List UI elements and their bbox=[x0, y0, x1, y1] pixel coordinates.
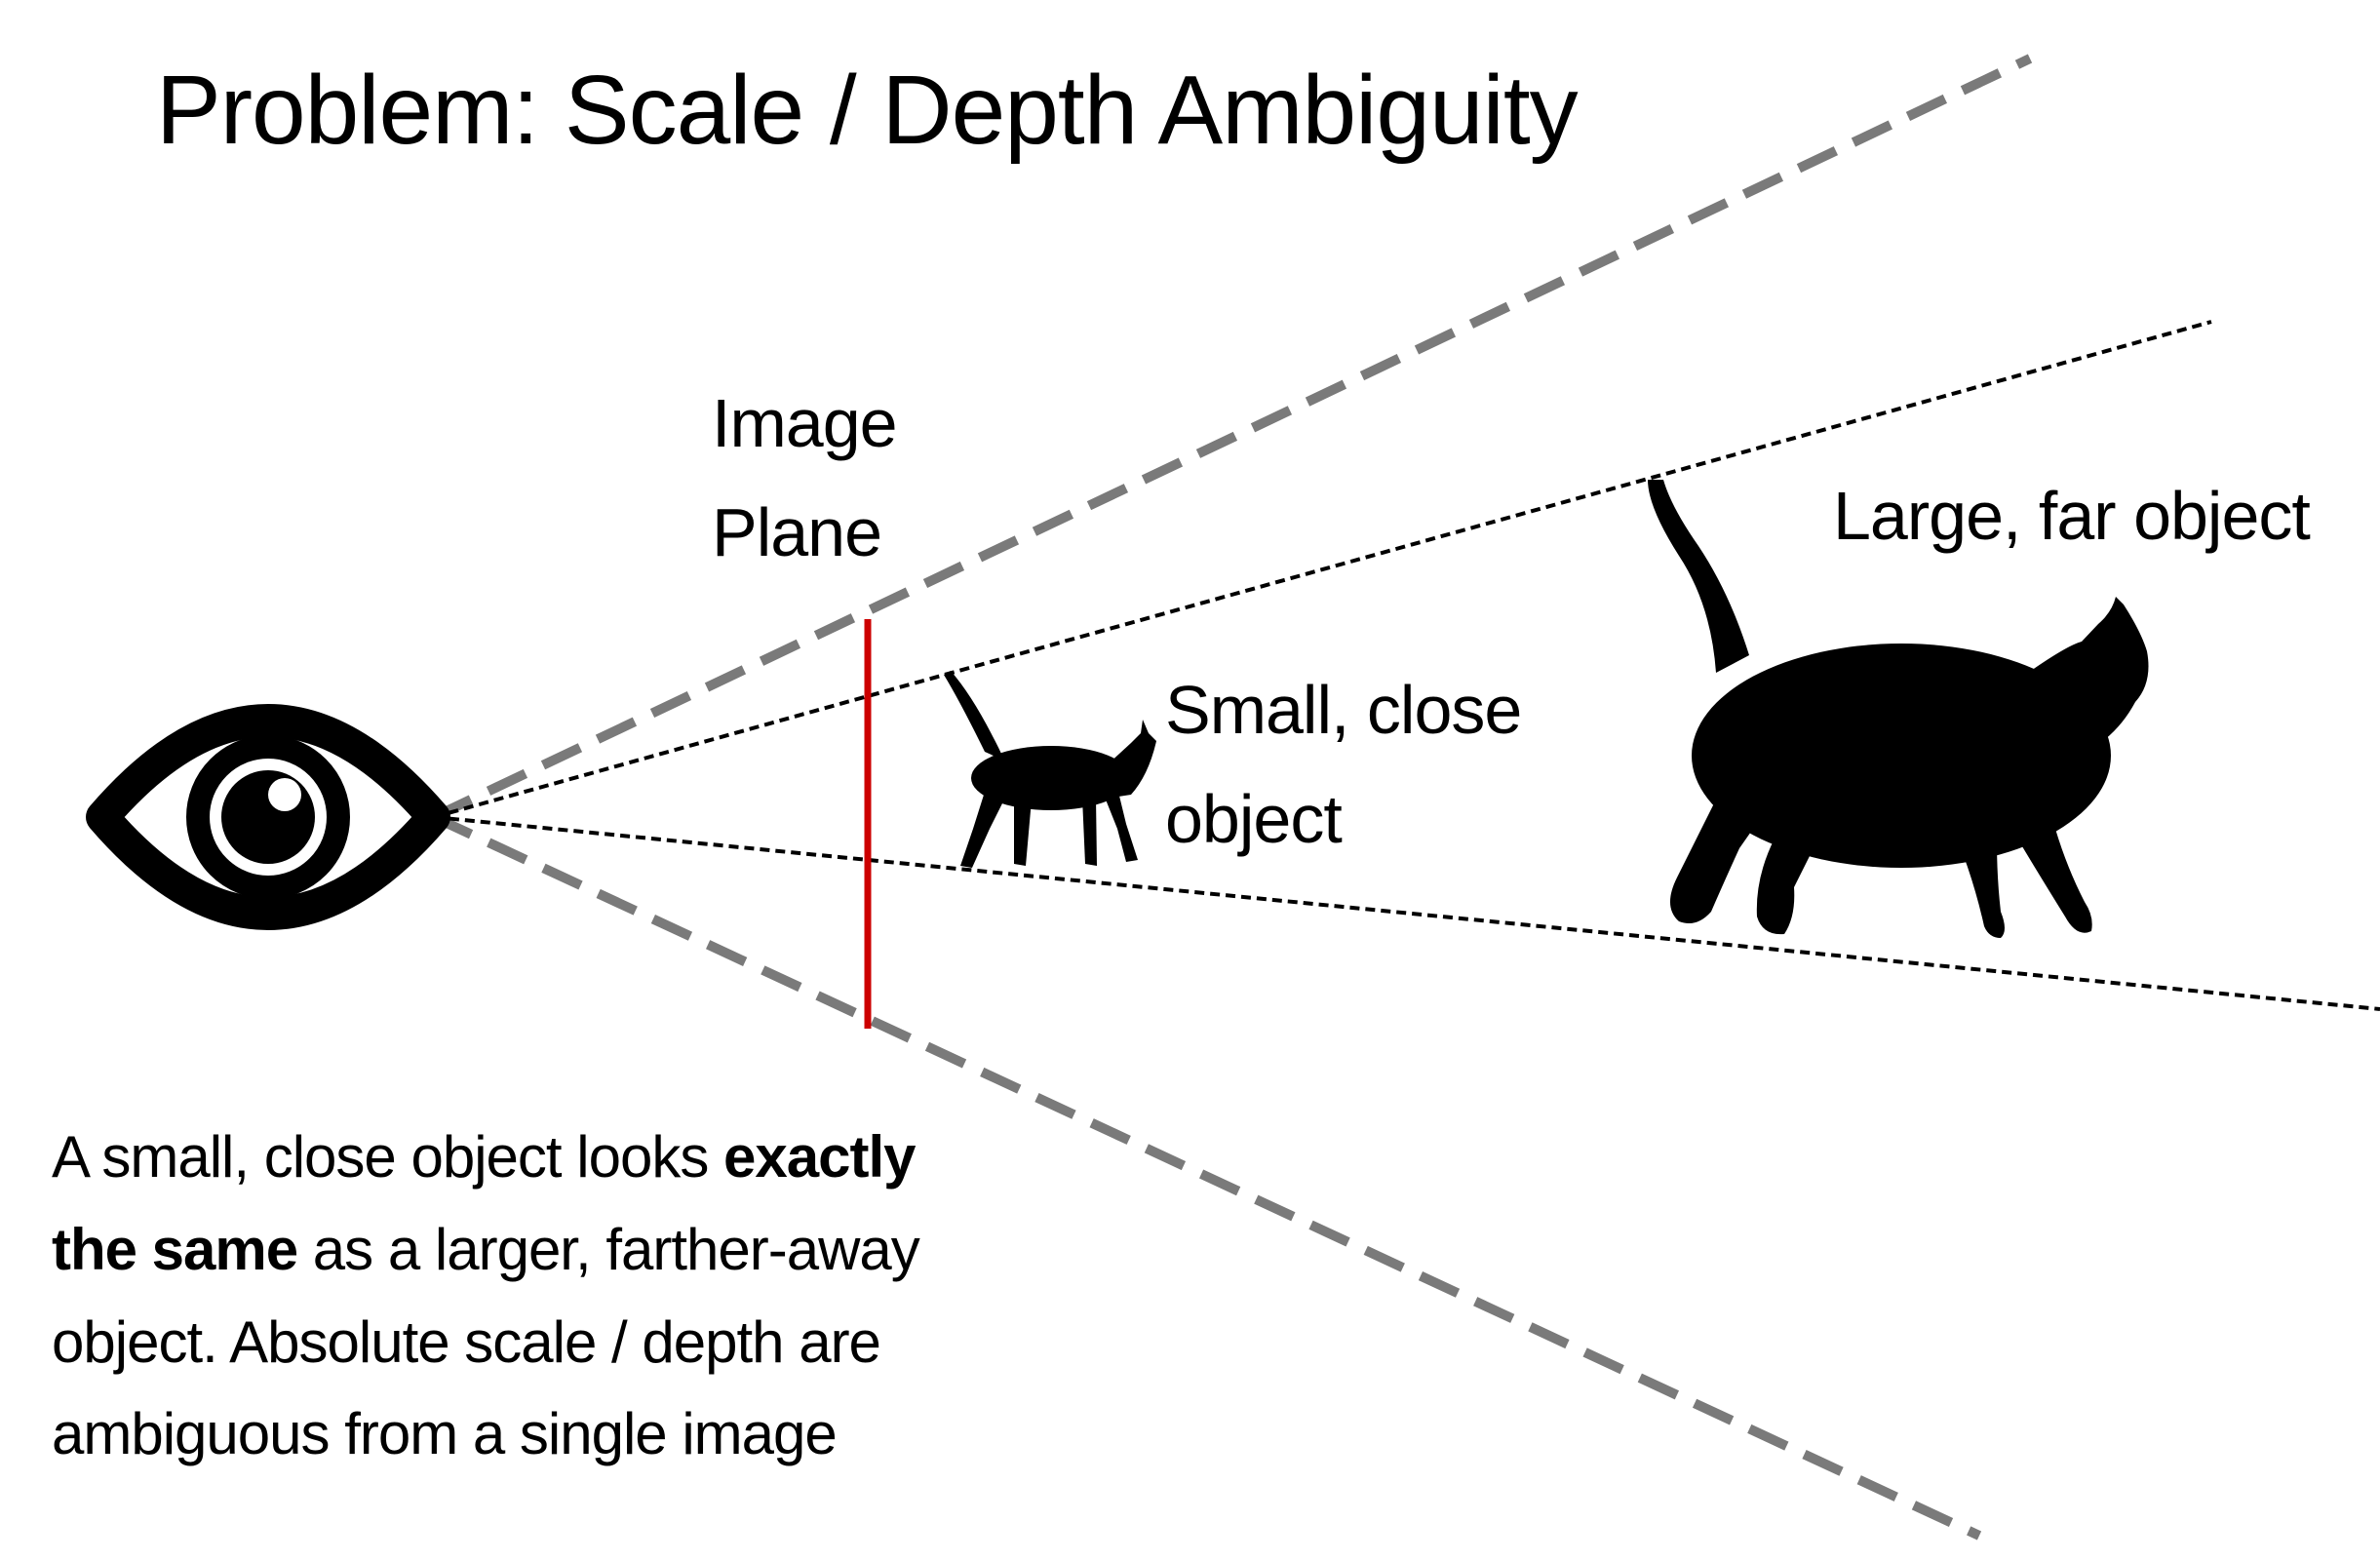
caption-line-4: ambiguous from a single image bbox=[52, 1401, 838, 1467]
page-title: Problem: Scale / Depth Ambiguity bbox=[156, 56, 1579, 165]
caption-line-3: object. Absolute scale / depth are bbox=[52, 1308, 881, 1375]
large-cat-silhouette bbox=[1648, 480, 2149, 938]
small-object-label: Small, close object bbox=[1165, 672, 1522, 857]
large-object-label: Large, far object bbox=[1833, 478, 2311, 554]
ray-lower-line bbox=[433, 815, 2380, 1011]
image-plane-label: Image Plane bbox=[712, 385, 898, 570]
ray-upper-line bbox=[433, 320, 2212, 819]
caption-line-2: the same as a larger, farther-away bbox=[52, 1216, 920, 1282]
frustum-upper-line bbox=[431, 54, 2033, 822]
eye-icon bbox=[86, 704, 450, 930]
caption-text: A small, close object looks exactly the … bbox=[52, 1112, 929, 1481]
small-cat-silhouette bbox=[944, 671, 1156, 868]
frustum-lower-line bbox=[431, 812, 1982, 1541]
caption-line-1: A small, close object looks exactly bbox=[52, 1124, 916, 1190]
